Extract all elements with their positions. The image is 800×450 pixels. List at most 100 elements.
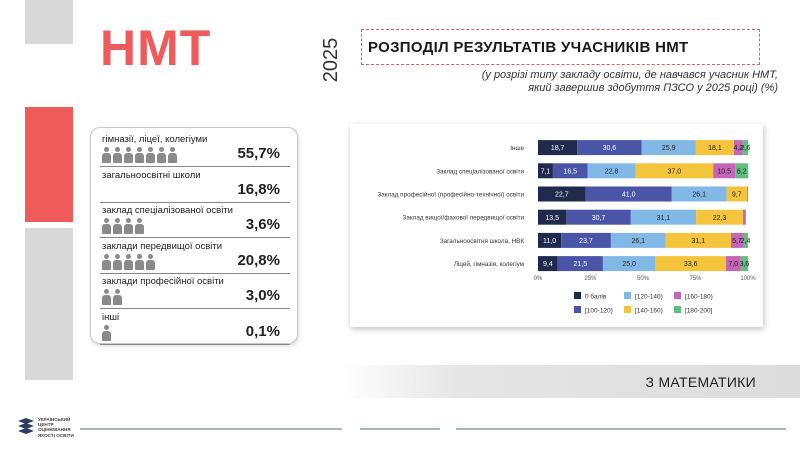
legend-label: [140-160) xyxy=(635,308,663,315)
people-icons xyxy=(102,253,155,270)
data-label: 4,2 xyxy=(733,145,743,152)
x-tick-label: 50% xyxy=(637,276,650,282)
share-value: 3,0% xyxy=(245,287,280,304)
share-label: заклад спеціалізованої освіти xyxy=(102,205,233,216)
x-tick-label: 0% xyxy=(534,276,543,282)
bar-segment xyxy=(585,186,672,202)
data-label: 7,1 xyxy=(541,168,551,175)
person-icon xyxy=(102,253,111,270)
person-icon xyxy=(168,147,177,163)
data-label: 3,6 xyxy=(740,261,750,268)
category-label: Заклад вищої/фахової передвищої освіти xyxy=(403,214,525,222)
person-icon xyxy=(113,147,122,163)
share-label: заклади професійної освіти xyxy=(102,276,224,287)
legend-label: [120-140) xyxy=(635,294,663,301)
bar-segment xyxy=(740,256,749,272)
x-tick-label: 75% xyxy=(689,276,702,282)
data-label: 18,1 xyxy=(708,145,722,152)
bar-segment xyxy=(641,140,696,156)
footer-divider xyxy=(360,428,440,430)
people-icons xyxy=(102,147,177,163)
data-label: 25,0 xyxy=(622,261,636,268)
legend-label: [180-200] xyxy=(685,308,713,315)
logo-text: УКРАЇНСЬКИЙ ЦЕНТР ОЦІНЮВАННЯ ЯКОСТІ ОСВІ… xyxy=(38,417,74,438)
data-label: 6,2 xyxy=(737,168,747,175)
share-value: 0,1% xyxy=(245,322,280,340)
x-tick-label: 100% xyxy=(740,276,756,282)
legend-swatch xyxy=(674,306,681,313)
bar-segment xyxy=(566,209,631,225)
data-label: 5,7 xyxy=(732,238,742,245)
person-icon xyxy=(113,289,122,305)
logo-text-line: ЦЕНТР xyxy=(38,422,54,428)
bar-segment xyxy=(557,256,603,272)
bar-segment xyxy=(655,256,726,272)
data-label: 7,0 xyxy=(728,261,738,268)
bar-segment xyxy=(538,209,567,225)
data-label: 31,1 xyxy=(657,215,671,222)
data-label: 2,4 xyxy=(741,238,751,245)
bar-segment xyxy=(735,163,749,179)
bar-segment xyxy=(577,140,642,156)
footer-divider xyxy=(80,428,342,430)
person-icon xyxy=(146,147,155,163)
logo-text-line: ЯКОСТІ ОСВІТИ xyxy=(38,432,74,438)
legend-swatch xyxy=(624,306,631,313)
person-icon xyxy=(135,147,144,163)
legend-swatch xyxy=(674,292,681,299)
bar-segment xyxy=(630,209,697,225)
share-row: загальноосвітні школи 16,8% xyxy=(100,167,290,203)
data-label: 30,6 xyxy=(603,145,617,152)
bar-segment xyxy=(665,232,731,248)
data-label: 22,8 xyxy=(605,168,619,175)
bar-segment xyxy=(696,209,743,225)
data-label: 16,5 xyxy=(563,168,577,175)
ucoyo-logo: УКРАЇНСЬКИЙ ЦЕНТР ОЦІНЮВАННЯ ЯКОСТІ ОСВІ… xyxy=(16,415,76,439)
bar-segment xyxy=(746,186,748,202)
stacked-bar-chart: Інше 18,7 30,6 25,9 18,1 4,22,6 Заклад спеціал… xyxy=(377,140,756,315)
share-row: інші 0,1% xyxy=(100,309,290,345)
person-icon xyxy=(124,218,133,234)
category-label: Заклад спеціалізованої освіти xyxy=(436,167,524,175)
bar-segment xyxy=(730,232,743,248)
decor-gray-block-top xyxy=(25,0,73,44)
people-icons xyxy=(102,289,122,305)
data-label: 33,6 xyxy=(684,261,698,268)
share-label: гімназії, ліцеї, колегіуми xyxy=(102,134,208,145)
bar-segment xyxy=(695,140,734,156)
bar-segment xyxy=(538,186,586,202)
page-title: РОЗПОДІЛ РЕЗУЛЬТАТІВ УЧАСНИКІВ НМТ xyxy=(368,38,689,56)
share-value: 20,8% xyxy=(237,251,280,269)
subtitle-line-2: який завершив здобуття ПЗСО у 2025 році)… xyxy=(528,82,778,94)
data-label: 31,1 xyxy=(692,238,706,245)
share-value: 3,6% xyxy=(245,216,280,233)
category-label: Загальноосвітня школа, НВК xyxy=(440,237,524,245)
data-label: 22,7 xyxy=(555,192,569,199)
person-icon xyxy=(124,147,133,163)
legend-label: [100-120) xyxy=(585,308,613,315)
bar-segment xyxy=(538,140,578,156)
share-label: загальноосвітні школи xyxy=(102,169,201,181)
bar-segment xyxy=(538,256,558,272)
data-label: 26,1 xyxy=(631,238,645,245)
data-label: 11,0 xyxy=(543,238,556,245)
person-icon xyxy=(124,253,133,270)
brand-year: 2025 xyxy=(320,37,342,83)
bar-segment xyxy=(561,232,611,248)
data-label: 9,7 xyxy=(732,192,742,199)
subtitle-line-1: (у розрізі типу закладу освіти, де навча… xyxy=(481,69,778,81)
person-icon xyxy=(102,147,111,163)
data-label: 21,5 xyxy=(574,261,588,268)
logo-text-line: ОЦІНЮВАННЯ xyxy=(38,427,71,433)
legend-swatch xyxy=(624,292,631,299)
x-tick-label: 25% xyxy=(584,276,597,282)
person-icon xyxy=(157,147,166,163)
decor-red-block xyxy=(25,107,73,222)
share-row: заклади професійної освіти 3,0% xyxy=(100,273,290,309)
page-title-box: РОЗПОДІЛ РЕЗУЛЬТАТІВ УЧАСНИКІВ НМТ xyxy=(361,29,760,65)
share-label: інші xyxy=(102,311,120,323)
data-label: 23,7 xyxy=(579,238,593,245)
person-icon xyxy=(113,218,122,234)
share-row: заклад спеціалізованої освіти 3,6% xyxy=(100,202,290,238)
data-label: 25,9 xyxy=(662,145,676,152)
